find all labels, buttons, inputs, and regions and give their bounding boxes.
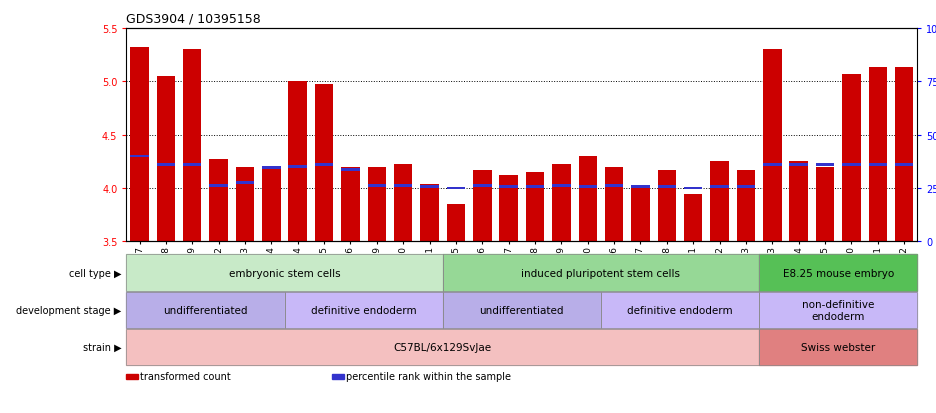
Bar: [737, 186, 755, 189]
Bar: [526, 173, 544, 242]
Text: GDS3904 / 10395158: GDS3904 / 10395158: [126, 12, 261, 25]
Bar: [236, 167, 255, 242]
Bar: [710, 162, 729, 242]
Bar: [578, 157, 597, 242]
Bar: [473, 170, 491, 242]
Bar: [526, 186, 544, 189]
Text: development stage ▶: development stage ▶: [17, 305, 122, 315]
Bar: [420, 186, 439, 189]
Bar: [816, 164, 834, 166]
Bar: [210, 185, 227, 188]
Text: definitive endoderm: definitive endoderm: [311, 305, 417, 315]
Text: definitive endoderm: definitive endoderm: [627, 305, 733, 315]
Bar: [394, 165, 413, 242]
Text: cell type ▶: cell type ▶: [69, 268, 122, 278]
Bar: [605, 167, 623, 242]
Bar: [737, 170, 755, 242]
Bar: [288, 166, 307, 169]
Bar: [658, 186, 676, 189]
Text: induced pluripotent stem cells: induced pluripotent stem cells: [521, 268, 680, 278]
Text: strain ▶: strain ▶: [83, 342, 122, 352]
Bar: [552, 165, 571, 242]
Bar: [210, 160, 227, 242]
Bar: [631, 185, 650, 242]
Bar: [130, 48, 149, 242]
Bar: [500, 176, 518, 242]
Bar: [552, 185, 571, 188]
Bar: [763, 164, 782, 166]
Bar: [420, 184, 439, 242]
Bar: [578, 186, 597, 189]
Bar: [842, 164, 860, 166]
Bar: [789, 162, 808, 242]
Text: undifferentiated: undifferentiated: [163, 305, 248, 315]
Text: transformed count: transformed count: [140, 371, 231, 381]
Bar: [314, 164, 333, 166]
Bar: [262, 167, 281, 170]
Bar: [446, 204, 465, 242]
Bar: [183, 164, 201, 166]
Text: C57BL/6x129SvJae: C57BL/6x129SvJae: [394, 342, 491, 352]
Bar: [262, 168, 281, 242]
Bar: [183, 50, 201, 242]
Bar: [605, 185, 623, 188]
Bar: [368, 167, 386, 242]
Bar: [314, 85, 333, 242]
Bar: [710, 186, 729, 189]
Bar: [342, 169, 359, 172]
Bar: [895, 164, 914, 166]
Bar: [763, 50, 782, 242]
Bar: [394, 185, 413, 188]
Bar: [789, 164, 808, 166]
Bar: [500, 186, 518, 189]
Bar: [684, 195, 702, 242]
Text: embryonic stem cells: embryonic stem cells: [228, 268, 341, 278]
Bar: [156, 77, 175, 242]
Bar: [130, 155, 149, 158]
Bar: [236, 182, 255, 185]
Text: Swiss webster: Swiss webster: [801, 342, 875, 352]
Bar: [842, 75, 860, 242]
Bar: [446, 187, 465, 190]
Bar: [631, 186, 650, 189]
Bar: [869, 68, 887, 242]
Bar: [473, 185, 491, 188]
Bar: [288, 82, 307, 242]
Bar: [684, 187, 702, 190]
Text: percentile rank within the sample: percentile rank within the sample: [346, 371, 511, 381]
Bar: [342, 167, 359, 242]
Bar: [816, 167, 834, 242]
Bar: [869, 164, 887, 166]
Bar: [156, 164, 175, 166]
Text: non-definitive
endoderm: non-definitive endoderm: [802, 299, 874, 321]
Text: E8.25 mouse embryo: E8.25 mouse embryo: [782, 268, 894, 278]
Bar: [895, 68, 914, 242]
Text: undifferentiated: undifferentiated: [479, 305, 564, 315]
Bar: [368, 185, 386, 188]
Bar: [658, 170, 676, 242]
